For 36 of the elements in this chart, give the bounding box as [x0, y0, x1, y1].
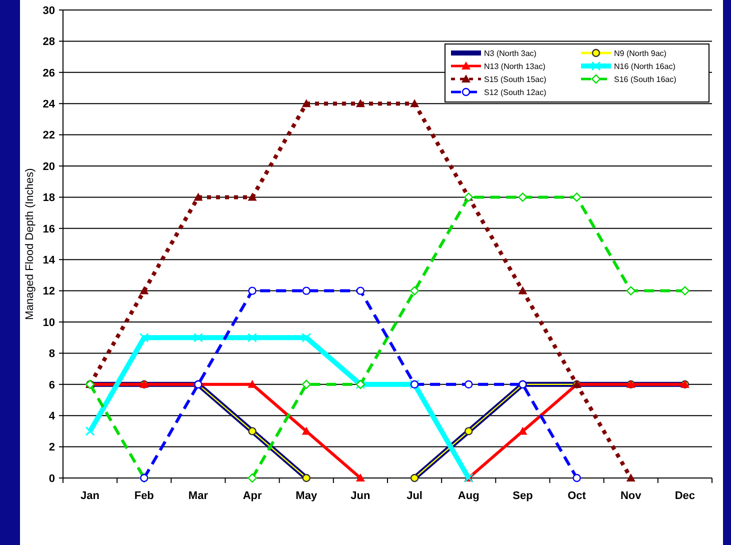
- x-tick-label: Aug: [458, 490, 480, 502]
- y-axis-title: Managed Flood Depth (Inches): [24, 168, 36, 320]
- x-tick-label: Sep: [512, 490, 534, 502]
- legend-label: N13 (North 13ac): [484, 62, 546, 71]
- legend-label: S12 (South 12ac): [484, 88, 547, 97]
- y-tick-label: 2: [48, 442, 55, 454]
- y-tick-label: 24: [42, 98, 56, 110]
- x-tick-label: Feb: [134, 490, 154, 502]
- y-tick-label: 12: [42, 286, 55, 298]
- y-tick-label: 8: [48, 348, 55, 360]
- x-tick-label: May: [296, 490, 318, 502]
- y-tick-label: 22: [42, 130, 55, 142]
- x-tick-label: Mar: [188, 490, 209, 502]
- legend-label: S15 (South 15ac): [484, 74, 547, 84]
- x-tick-label: Dec: [674, 490, 696, 502]
- y-tick-label: 26: [42, 67, 55, 80]
- legend-label: N16 (North 16ac): [614, 62, 676, 71]
- legend-label: N9 (North 9ac): [614, 48, 667, 58]
- y-tick-label: 20: [42, 160, 55, 173]
- y-tick-label: 28: [42, 36, 55, 48]
- x-tick-label: Jun: [350, 490, 371, 502]
- legend-label: S16 (South 16ac): [614, 74, 677, 84]
- x-tick-label: Jan: [80, 490, 100, 502]
- y-tick-label: 30: [42, 4, 55, 17]
- y-tick-label: 6: [48, 379, 55, 392]
- legend-label: N3 (North 3ac): [484, 48, 537, 58]
- x-tick-label: Apr: [242, 490, 262, 502]
- y-tick-label: 18: [42, 192, 55, 204]
- y-tick-label: 0: [48, 472, 55, 485]
- x-tick-label: Oct: [568, 490, 586, 502]
- x-tick-label: Jul: [406, 490, 422, 502]
- y-tick-label: 14: [42, 254, 56, 266]
- y-tick-label: 16: [42, 223, 55, 236]
- y-tick-label: 10: [42, 316, 55, 329]
- x-tick-label: Nov: [620, 490, 642, 502]
- y-tick-label: 4: [48, 410, 56, 422]
